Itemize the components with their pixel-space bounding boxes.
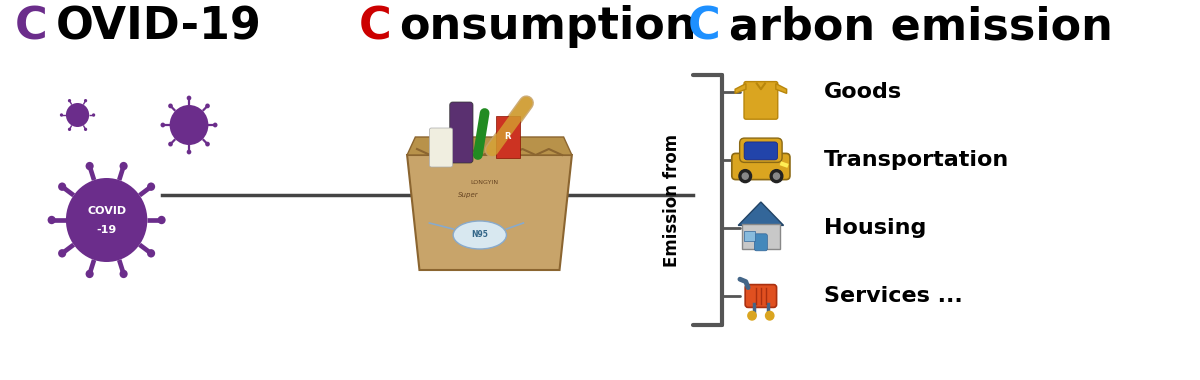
Circle shape bbox=[766, 311, 774, 320]
Circle shape bbox=[770, 169, 782, 183]
Circle shape bbox=[205, 103, 210, 108]
Circle shape bbox=[85, 270, 94, 278]
Polygon shape bbox=[776, 84, 787, 93]
Polygon shape bbox=[407, 155, 572, 270]
Circle shape bbox=[168, 142, 173, 147]
Polygon shape bbox=[407, 137, 572, 155]
Circle shape bbox=[85, 162, 94, 170]
FancyBboxPatch shape bbox=[744, 142, 778, 160]
Polygon shape bbox=[736, 84, 746, 93]
Circle shape bbox=[169, 105, 209, 145]
Text: C: C bbox=[14, 5, 47, 48]
Text: LONGYIN: LONGYIN bbox=[470, 179, 499, 185]
Circle shape bbox=[120, 162, 127, 170]
Circle shape bbox=[743, 173, 749, 179]
Text: OVID-19: OVID-19 bbox=[55, 5, 262, 48]
Ellipse shape bbox=[454, 221, 506, 249]
Circle shape bbox=[92, 113, 95, 117]
Circle shape bbox=[66, 178, 148, 262]
Circle shape bbox=[148, 249, 155, 258]
Circle shape bbox=[58, 249, 66, 258]
Circle shape bbox=[66, 103, 89, 127]
Circle shape bbox=[157, 216, 166, 224]
Text: COVID: COVID bbox=[88, 206, 126, 216]
Circle shape bbox=[68, 128, 71, 131]
Circle shape bbox=[748, 311, 756, 320]
Circle shape bbox=[774, 173, 780, 179]
FancyBboxPatch shape bbox=[745, 285, 776, 307]
Circle shape bbox=[212, 123, 217, 127]
Circle shape bbox=[48, 216, 55, 224]
Circle shape bbox=[84, 99, 88, 102]
Circle shape bbox=[205, 142, 210, 147]
FancyBboxPatch shape bbox=[732, 154, 790, 180]
Text: -19: -19 bbox=[96, 225, 116, 235]
Text: Goods: Goods bbox=[824, 82, 902, 102]
Text: C: C bbox=[359, 5, 391, 48]
Text: onsumption: onsumption bbox=[400, 5, 697, 48]
FancyBboxPatch shape bbox=[744, 82, 778, 119]
Text: Services ...: Services ... bbox=[824, 286, 962, 306]
FancyBboxPatch shape bbox=[450, 102, 473, 163]
Circle shape bbox=[68, 99, 71, 102]
FancyBboxPatch shape bbox=[744, 231, 755, 241]
Circle shape bbox=[120, 270, 127, 278]
Circle shape bbox=[60, 113, 64, 117]
Polygon shape bbox=[738, 202, 784, 225]
FancyBboxPatch shape bbox=[739, 138, 782, 162]
Text: Transportation: Transportation bbox=[824, 150, 1009, 170]
Circle shape bbox=[187, 96, 191, 100]
Text: C: C bbox=[688, 5, 721, 48]
FancyBboxPatch shape bbox=[742, 224, 780, 249]
Text: Emission from: Emission from bbox=[662, 133, 680, 266]
FancyBboxPatch shape bbox=[497, 116, 520, 158]
Circle shape bbox=[84, 128, 88, 131]
FancyBboxPatch shape bbox=[755, 234, 767, 251]
Text: N95: N95 bbox=[472, 231, 488, 239]
Circle shape bbox=[739, 169, 751, 183]
Circle shape bbox=[161, 123, 166, 127]
Circle shape bbox=[187, 150, 191, 154]
Text: Super: Super bbox=[458, 192, 479, 198]
Text: R: R bbox=[505, 133, 511, 141]
Text: arbon emission: arbon emission bbox=[730, 5, 1114, 48]
Text: Housing: Housing bbox=[824, 218, 926, 238]
FancyBboxPatch shape bbox=[430, 128, 452, 167]
Circle shape bbox=[168, 103, 173, 108]
Circle shape bbox=[58, 182, 66, 191]
Circle shape bbox=[148, 182, 155, 191]
